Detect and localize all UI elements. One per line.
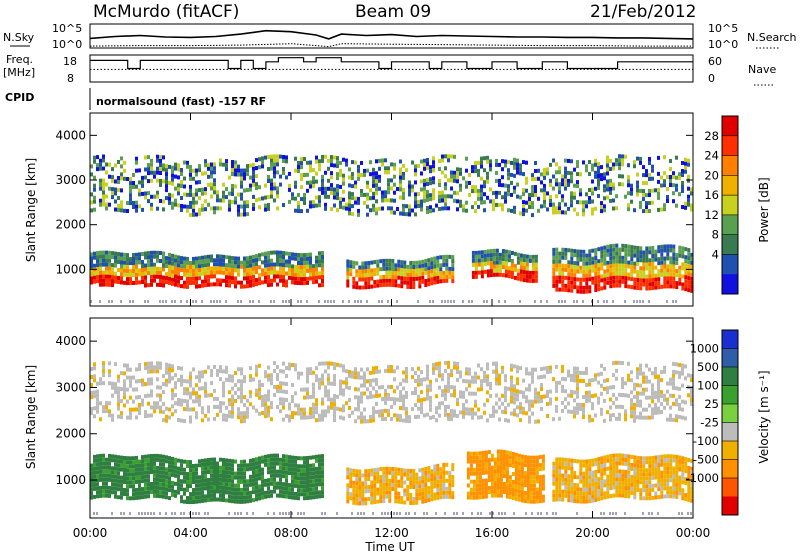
power-ylabel: Slant Range [km] [24,158,38,262]
power-colorbar-label: Power [dB] [757,177,771,242]
vel-cb-swatch [722,459,738,479]
velocity-ylabel: Slant Range [km] [24,365,38,469]
noise-panel: N.Sky 10^5 10^0 10^5 10^0 N.Search [3,22,797,51]
power-cb-tick-label: 28 [704,129,719,143]
noise-right-tick-top: 10^5 [708,22,738,35]
power-colorbar: 28 24 20 16 12 8 4 [704,115,739,295]
freq-label-top: Freq. [6,53,33,66]
power-cb-tick-label: 8 [712,228,719,242]
freq-left-tick-bottom: 8 [67,72,74,85]
power-cb-tick-label: 20 [704,168,719,182]
vel-data-region-4 [90,360,693,424]
power-yticks-label: 1000 [55,262,86,276]
noise-series-1 [89,43,693,48]
power-cb-swatch [722,195,738,216]
vel-cb-swatch [722,496,738,516]
power-cb-swatch [722,135,738,157]
power-data-region-4 [90,154,693,218]
freq-right-tick-top: 60 [708,55,722,68]
power-cb-tick-label: 24 [704,149,719,163]
vel-data-region-0 [90,453,324,505]
time-tick-label: 20:00 [575,526,610,540]
power-cb-swatch [722,175,738,196]
power-data-bottom-speckle [90,300,677,303]
vel-cb-swatch [722,348,738,368]
vel-cb-tick-label: 1000 [690,342,719,356]
cpid-panel: CPID normalsound (fast) -157 RF [5,88,266,110]
freq-label-bottom: [MHz] [3,66,35,79]
power-yticks-label: 4000 [55,128,86,142]
freq-panel: Freq. [MHz] 18 8 60 0 Nave [3,53,776,86]
noise-left-tick-bottom: 10^0 [52,38,82,51]
vel-cb-tick-label: 100 [697,379,719,393]
vel-cb-tick-label: -100 [693,434,719,448]
vel-cb-tick-label: 500 [697,360,719,374]
velocity-panel: 4000 3000 2000 1000 00:00 04:00 08:00 12:00 16:… [55,113,710,540]
power-cb-swatch [722,274,738,295]
power-cb-tick-label: 4 [712,247,719,261]
power-cb-swatch [722,234,738,255]
vel-cb-swatch [722,330,738,349]
vel-cb-swatch [722,367,738,386]
vel-cb-swatch [722,385,738,405]
vel-cb-tick-label: 25 [704,397,719,411]
noise-left-label: N.Sky [3,31,35,44]
power-data-region-1 [346,254,455,290]
cpid-text: normalsound (fast) -157 RF [96,95,266,108]
vel-cb-tick-label: -500 [693,453,719,467]
power-data-region-0 [90,250,324,289]
time-tick-label: 00:00 [73,526,108,540]
date-title: 21/Feb/2012 [590,2,696,22]
vel-data-region-2 [466,449,545,504]
vel-cb-tick-label: -25 [700,416,719,430]
noise-series-0 [89,29,694,40]
vel-cb-swatch [722,422,738,442]
noise-right-label: N.Search [747,31,797,44]
beam-title: Beam 09 [355,2,431,22]
nave-label: Nave [748,63,776,76]
vel-data-region-3 [552,453,694,504]
vel-yticks-label: 3000 [55,380,86,394]
power-data-region-3 [552,243,694,294]
time-tick-label: 16:00 [475,526,510,540]
power-cb-tick-label: 12 [704,208,719,222]
velocity-colorbar: 1000 500 100 25 -25 -100 -500 -1000 [686,329,739,516]
time-tick-label: 12:00 [374,526,409,540]
time-tick-label: 00:00 [676,526,711,540]
vel-cb-swatch [722,404,738,423]
vel-data-bottom-speckle [93,512,692,515]
power-yticks-label: 3000 [55,173,86,187]
power-yticks-label: 2000 [55,218,86,232]
power-cb-swatch [722,254,738,275]
vel-yticks-label: 2000 [55,427,86,441]
vel-cb-swatch [722,478,738,497]
time-tick-label: 04:00 [173,526,208,540]
vel-cb-swatch [722,441,738,460]
power-cb-swatch [722,155,738,176]
velocity-colorbar-label: Velocity [m s⁻¹] [757,370,771,463]
cpid-label: CPID [5,91,34,104]
freq-right-tick-bottom: 0 [708,72,715,85]
noise-right-tick-bottom: 10^0 [708,38,738,51]
power-cb-swatch [722,214,738,236]
power-cb-tick-label: 16 [704,188,719,202]
time-xlabel: Time UT [364,540,415,554]
time-tick-label: 08:00 [274,526,309,540]
freq-series [90,57,693,70]
vel-yticks-label: 4000 [55,334,86,348]
vel-yticks-label: 1000 [55,473,86,487]
noise-left-tick-top: 10^5 [52,22,82,35]
vel-data-region-1 [346,462,455,506]
power-cb-swatch [722,116,738,137]
power-panel: 4000 3000 2000 1000 [55,112,694,307]
power-data-region-2 [471,248,538,283]
station-title: McMurdo (fitACF) [93,2,239,22]
freq-left-tick-top: 18 [63,55,77,68]
vel-cb-tick-label: -1000 [686,471,719,485]
